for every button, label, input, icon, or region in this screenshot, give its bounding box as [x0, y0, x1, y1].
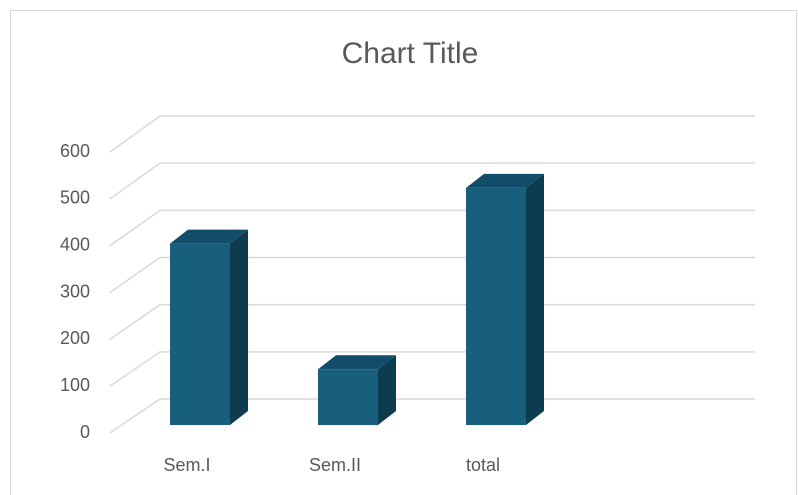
- grid-line: [109, 351, 755, 387]
- grid-line: [109, 256, 755, 294]
- grid-line: [109, 398, 755, 434]
- x-tick-label: total: [466, 455, 500, 475]
- y-tick-label: 400: [60, 234, 90, 254]
- bar-top: [466, 173, 544, 188]
- chart-border: [10, 10, 797, 495]
- grid-line: [109, 209, 755, 247]
- bar-front: [318, 369, 378, 425]
- bar-top: [170, 229, 248, 244]
- y-tick-label: 300: [60, 281, 90, 301]
- bar-side: [526, 173, 544, 425]
- bar-top: [318, 355, 396, 370]
- y-tick-label: 0: [80, 422, 90, 442]
- chart-title: Chart Title: [342, 37, 479, 70]
- grid-line: [109, 115, 755, 153]
- bar: [318, 355, 396, 425]
- x-tick-label: Sem.II: [309, 455, 361, 475]
- bar: [170, 229, 248, 425]
- x-tick-label: Sem.I: [163, 455, 210, 475]
- y-tick-label: 100: [60, 375, 90, 395]
- bar-front: [466, 187, 526, 425]
- bar-side: [230, 229, 248, 425]
- y-tick-label: 500: [60, 188, 90, 208]
- grid-line: [109, 162, 755, 200]
- grid-line: [109, 303, 755, 340]
- bar-front: [170, 243, 230, 425]
- y-tick-label: 600: [60, 141, 90, 161]
- bar-side: [378, 355, 396, 425]
- y-tick-label: 200: [60, 328, 90, 348]
- bar: [466, 173, 544, 425]
